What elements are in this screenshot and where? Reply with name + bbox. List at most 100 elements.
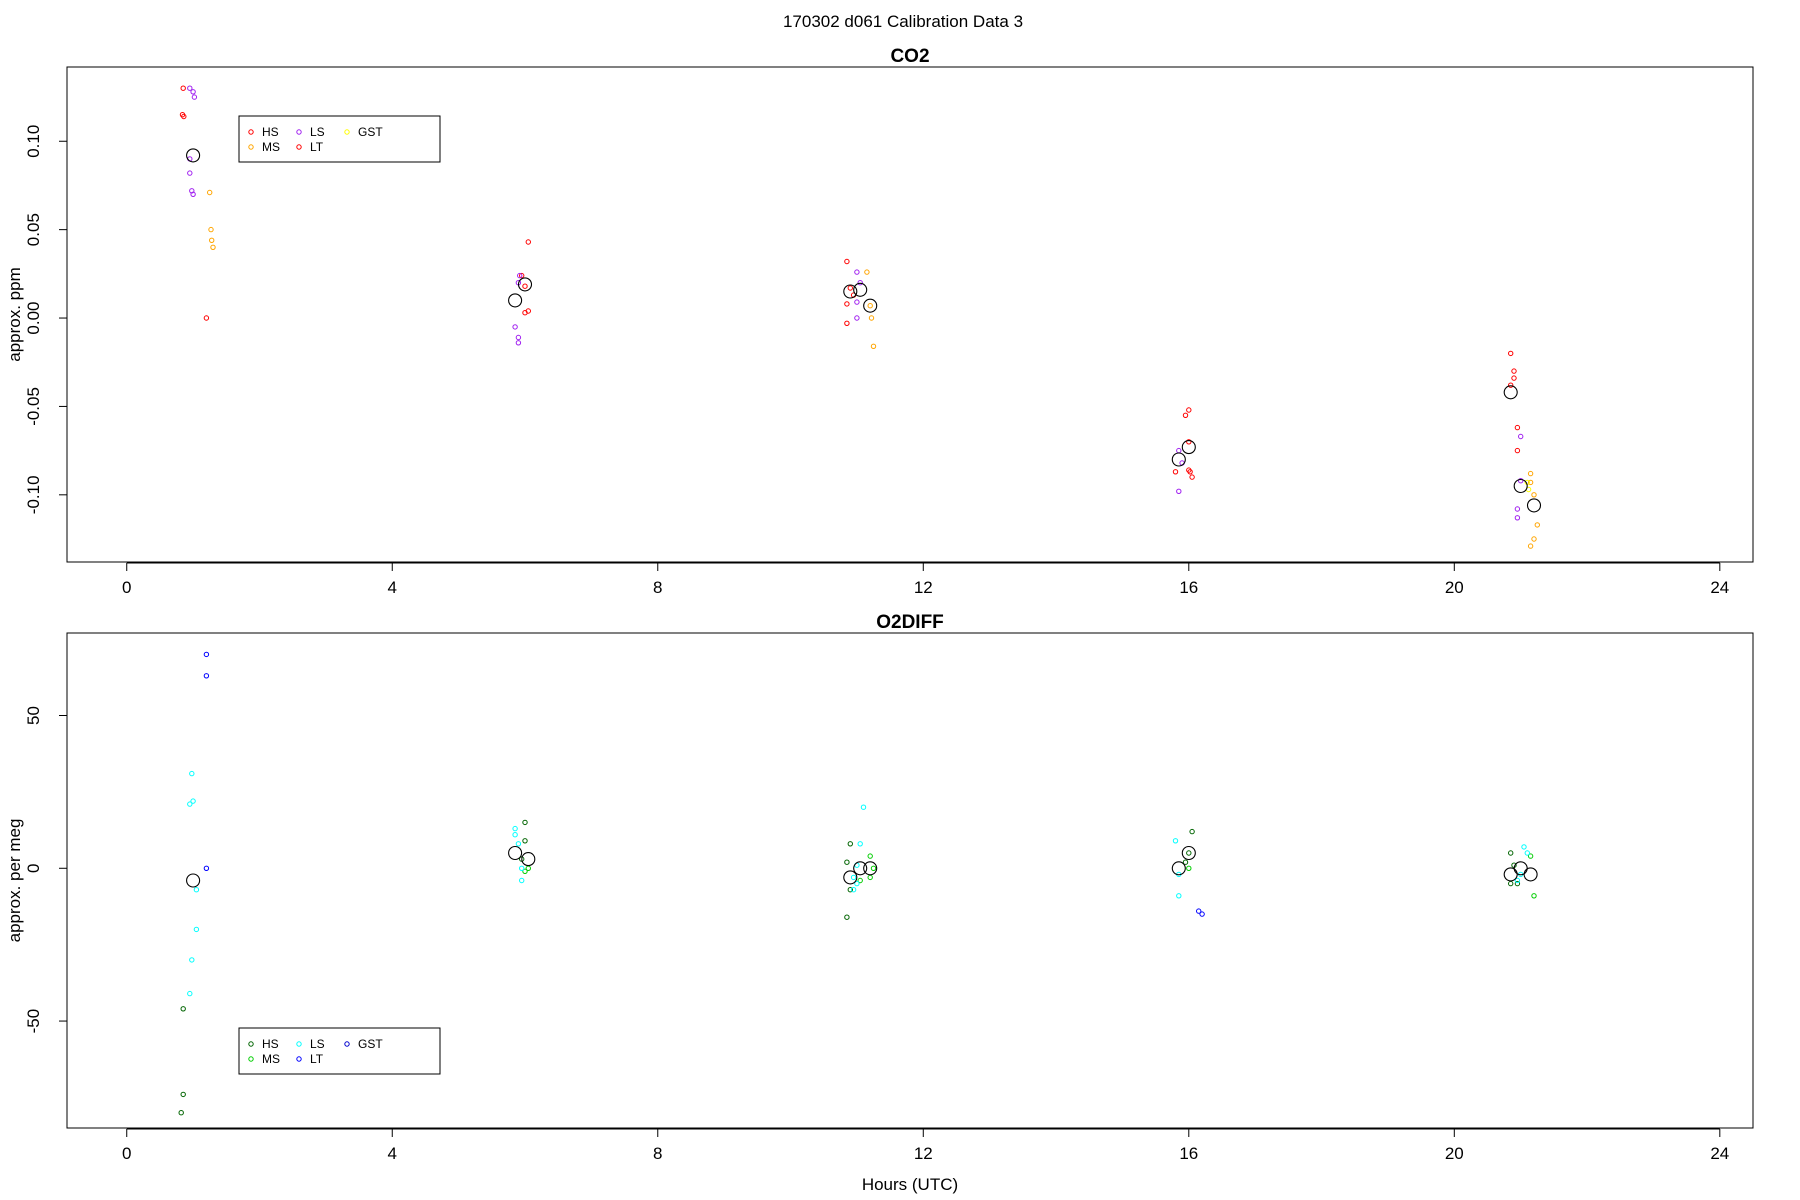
o2diff-point-ls [519,877,525,884]
co2-point-ms [1531,492,1537,498]
co2-point-ms [870,343,877,349]
co2-mean-point [1181,440,1196,455]
o2diff-point-ms [1186,865,1192,871]
co2-legend-marker-hs [248,129,254,135]
co2-mean-point [1503,385,1518,400]
o2diff-point-ms [870,865,877,871]
o2diff-x-tick-label: 20 [1445,1144,1464,1163]
co2-point-ms [864,269,870,275]
o2diff-legend-marker-ms [248,1056,254,1062]
co2-mean-point [1526,498,1542,513]
o2diff-point-ls [193,926,200,933]
co2-point-ls [515,334,522,341]
co2-mean-point [843,284,858,299]
co2-point-ls [1514,515,1521,521]
o2diff-legend-marker-hs [248,1041,254,1047]
o2diff-point-ls [1514,877,1521,884]
co2-point-hs [1508,350,1514,357]
o2diff-legend-marker-lt [296,1056,302,1062]
co2-point-hs [1186,407,1192,413]
o2diff-mean-point [1523,867,1538,882]
o2diff-point-lt [1196,908,1202,914]
o2diff-series-mean [186,845,1538,888]
o2diff-point-ls [187,990,193,997]
o2diff-point-ls [1176,893,1182,899]
figure-title: 170302 d061 Calibration Data 3 [783,12,1023,31]
co2-point-hs [844,258,850,265]
o2diff-point-ls [1521,844,1527,850]
co2-point-hs [181,113,187,120]
co2-x-tick-label: 24 [1710,578,1729,597]
o2diff-point-ls [189,957,195,963]
co2-legend-box [238,115,441,163]
o2diff-mean-point [508,845,523,861]
o2diff-point-hs [844,859,850,865]
co2-legend-label-ls: LS [310,125,325,139]
o2diff-point-hs [1508,880,1514,887]
o2diff-legend-label-gst: GST [358,1037,383,1051]
o2diff-legend-label-ms: MS [262,1052,280,1066]
co2-legend-label-gst: GST [358,125,383,139]
co2-point-ls [1176,447,1182,454]
o2diff-point-ls [512,832,518,838]
co2-mean-point [863,298,878,313]
o2diff-point-ls [189,770,195,777]
o2diff-point-ms [867,874,873,881]
o2diff-title: O2DIFF [876,612,944,633]
o2diff-point-ms [1531,893,1537,899]
co2-legend-label-hs: HS [262,125,279,139]
o2diff-point-ls [519,865,525,871]
co2-point-ls [190,89,196,95]
o2diff-point-ms [522,868,528,874]
co2-point-hs [1182,412,1189,418]
co2-x-tick-label: 0 [122,578,131,597]
o2diff-series-ms [522,853,1537,899]
co2-y-tick-label: 0.00 [24,301,43,334]
o2diff-point-lt [203,865,210,871]
o2diff-legend-box [238,1027,441,1075]
o2diff-point-hs [1189,828,1195,835]
o2diff-x-tick-label: 12 [914,1144,933,1163]
co2-point-lt [522,310,528,316]
o2diff-x-tick-label: 0 [122,1144,131,1163]
o2diff-point-lt [203,673,210,679]
co2-point-lt [1172,469,1179,475]
o2diff-x-tick-label: 4 [388,1144,397,1163]
co2-y-axis-label: approx. ppm [5,267,24,362]
o2diff-x-tick-label: 24 [1710,1144,1729,1163]
o2diff-point-ms [857,877,863,884]
co2-point-hs [844,301,850,307]
o2diff-point-ls [1172,838,1179,844]
co2-legend-label-lt: LT [310,140,324,154]
o2diff-mean-point [863,861,878,876]
o2diff-point-ls [187,801,193,807]
o2diff-series-lt [203,651,1205,917]
co2-legend-marker-gst [344,129,350,135]
o2diff-point-ms [1527,853,1534,859]
o2diff-point-hs [1514,880,1521,887]
co2-x-tick-label: 8 [653,578,662,597]
co2-point-lt [1189,474,1195,480]
o2diff-point-ls [850,874,857,881]
co2-point-ls [190,191,196,198]
o2diff-point-ms [867,853,873,859]
o2diff-mean-point [1503,867,1518,882]
co2-mean-point [853,282,868,297]
o2diff-point-hs [1186,850,1192,856]
co2-y-tick-label: -0.10 [24,475,43,514]
co2-point-ls [1514,506,1521,512]
co2-mean-point [1171,452,1186,467]
o2diff-legend-label-hs: HS [262,1037,279,1051]
o2diff-point-hs [180,1006,186,1012]
o2diff-series-ls [187,770,1531,997]
co2-title: CO2 [890,46,929,67]
co2-point-lt [844,320,850,326]
co2-point-ms [1527,543,1534,549]
o2diff-point-lt [1199,911,1205,917]
o2diff-x-tick-label: 16 [1179,1144,1198,1163]
o2diff-mean-point [1171,861,1186,876]
o2diff-point-ls [193,887,200,893]
